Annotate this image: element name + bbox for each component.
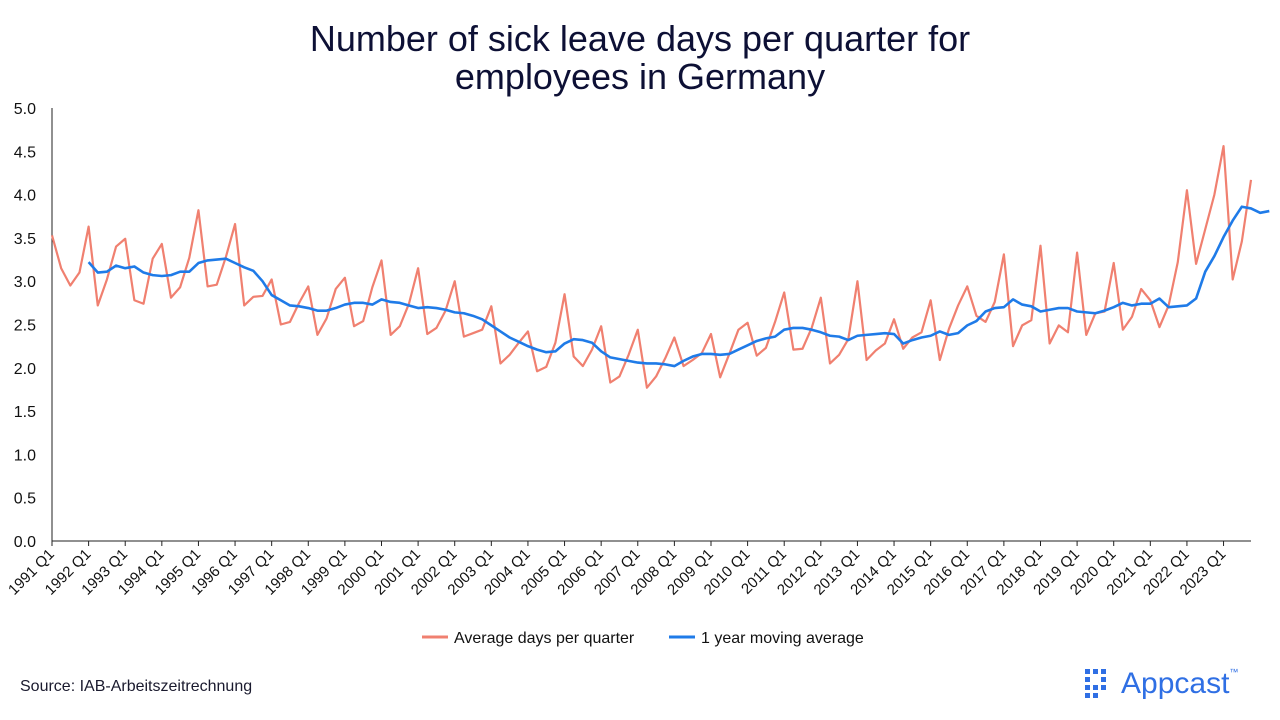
legend-label-average-days: Average days per quarter [454, 630, 635, 647]
appcast-logo: Appcast ™ [1085, 666, 1238, 702]
y-tick-label: 3.5 [14, 231, 36, 248]
y-tick-label: 3.0 [14, 274, 36, 291]
appcast-logo-trademark: ™ [1229, 667, 1239, 677]
y-tick-label: 0.0 [14, 534, 36, 551]
y-tick-label: 2.0 [14, 361, 36, 378]
y-tick-label: 1.5 [14, 404, 36, 421]
y-tick-label: 5.0 [14, 101, 36, 118]
appcast-grid-icon [1085, 669, 1106, 698]
source-note: Source: IAB-Arbeitszeitrechnung [20, 678, 253, 695]
appcast-logo-text: Appcast [1121, 667, 1230, 700]
y-tick-label: 0.5 [14, 491, 36, 508]
y-tick-label: 2.5 [14, 318, 36, 335]
chart-title-line-2: employees in Germany [454, 56, 826, 97]
legend-label-moving-average: 1 year moving average [701, 630, 864, 647]
y-tick-label: 4.5 [14, 144, 36, 161]
series-average-days-line [50, 145, 1253, 389]
chart-title: Number of sick leave days per quarter fo… [0, 20, 1280, 96]
y-tick-label: 1.0 [14, 447, 36, 464]
chart-title-line-1: Number of sick leave days per quarter fo… [309, 18, 971, 59]
series-moving-average-line [87, 205, 1270, 368]
y-tick-label: 4.0 [14, 188, 36, 205]
